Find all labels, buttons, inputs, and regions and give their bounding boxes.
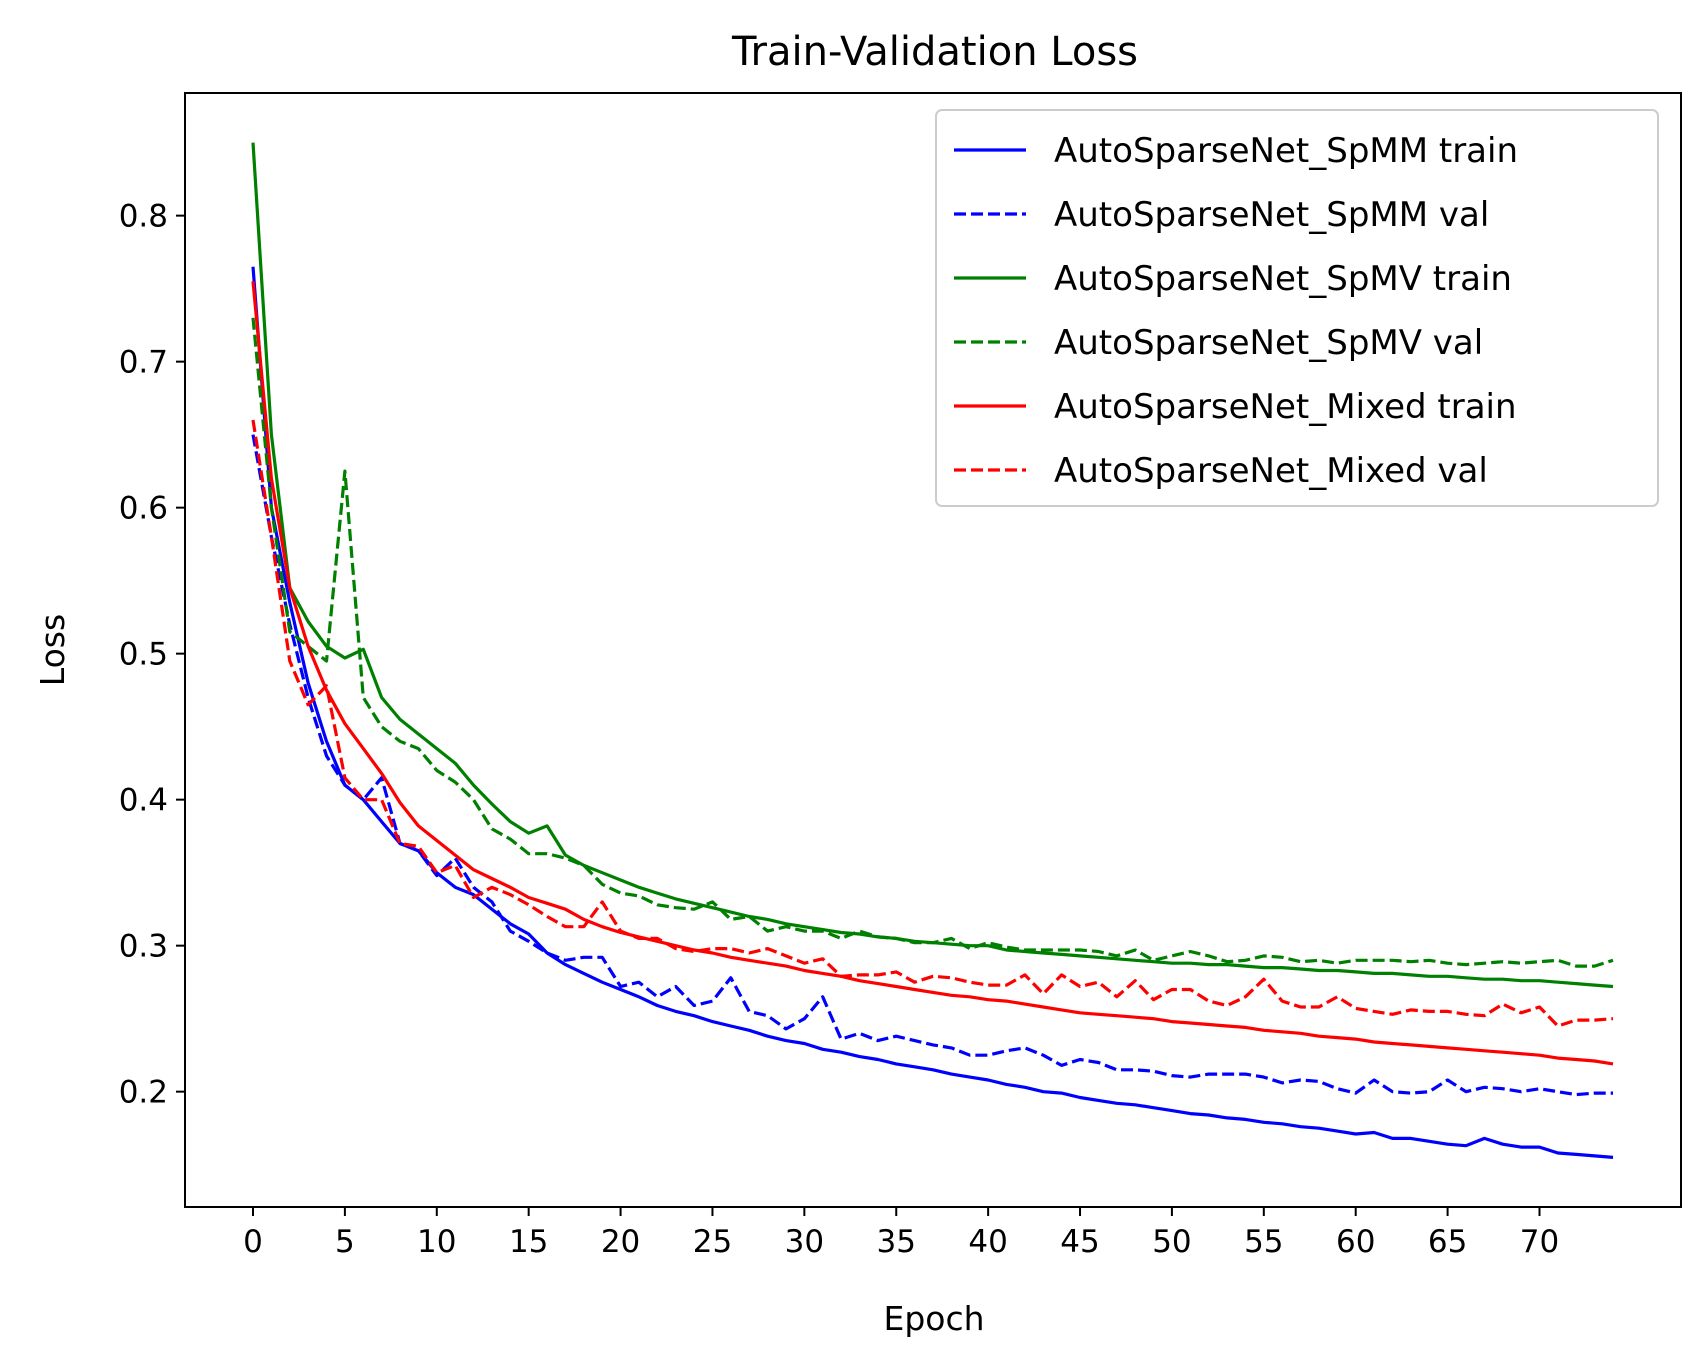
plot-area xyxy=(184,92,1682,1208)
legend-label: AutoSparseNet_SpMM train xyxy=(1054,131,1518,171)
legend-label: AutoSparseNet_Mixed train xyxy=(1054,387,1517,427)
y-axis: 0.2 0.3 0.4 0.5 0.6 0.7 0.8 xyxy=(119,199,185,1111)
x-tick-label: 70 xyxy=(1520,1224,1559,1260)
x-tick-label: 45 xyxy=(1060,1224,1099,1260)
x-tick-label: 40 xyxy=(968,1224,1007,1260)
series-line-autosparsenet-mixed-val xyxy=(251,419,1614,1028)
y-tick-label: 0.4 xyxy=(119,783,168,819)
legend-label: AutoSparseNet_SpMV val xyxy=(1054,323,1483,363)
x-tick-label: 30 xyxy=(785,1224,824,1260)
x-tick-label: 0 xyxy=(243,1224,263,1260)
series-line-autosparsenet-spmm-train xyxy=(251,266,1614,1159)
x-tick-label: 10 xyxy=(417,1224,456,1260)
legend-label: AutoSparseNet_SpMV train xyxy=(1054,259,1512,299)
y-axis-title: Loss xyxy=(33,614,72,686)
chart-title: Train-Validation Loss xyxy=(731,29,1138,75)
y-tick-label: 0.3 xyxy=(119,929,168,965)
y-tick-label: 0.2 xyxy=(119,1075,168,1111)
x-tick-label: 5 xyxy=(335,1224,355,1260)
series-layer xyxy=(251,142,1614,1159)
x-axis: 0 5 10 15 20 25 30 35 40 45 50 55 60 65 70 xyxy=(243,1207,1559,1260)
y-tick-label: 0.6 xyxy=(119,491,168,527)
x-tick-label: 65 xyxy=(1428,1224,1467,1260)
y-tick-label: 0.7 xyxy=(119,345,168,381)
x-tick-label: 20 xyxy=(601,1224,640,1260)
x-tick-label: 25 xyxy=(693,1224,732,1260)
x-tick-label: 60 xyxy=(1336,1224,1375,1260)
x-tick-label: 50 xyxy=(1152,1224,1191,1260)
x-tick-label: 15 xyxy=(509,1224,548,1260)
series-line-autosparsenet-spmv-val xyxy=(251,317,1614,968)
series-line-autosparsenet-mixed-train xyxy=(251,281,1614,1066)
series-line-autosparsenet-spmm-val xyxy=(251,434,1613,1097)
y-tick-label: 0.8 xyxy=(119,199,168,235)
y-tick-label: 0.5 xyxy=(119,637,168,673)
legend: AutoSparseNet_SpMM train AutoSparseNet_Sp… xyxy=(935,109,1659,507)
x-tick-label: 35 xyxy=(877,1224,916,1260)
legend-box xyxy=(935,109,1659,507)
legend-label: AutoSparseNet_Mixed val xyxy=(1054,451,1488,491)
x-axis-title: Epoch xyxy=(883,1299,984,1338)
legend-label: AutoSparseNet_SpMM val xyxy=(1054,195,1489,235)
x-tick-label: 55 xyxy=(1244,1224,1283,1260)
